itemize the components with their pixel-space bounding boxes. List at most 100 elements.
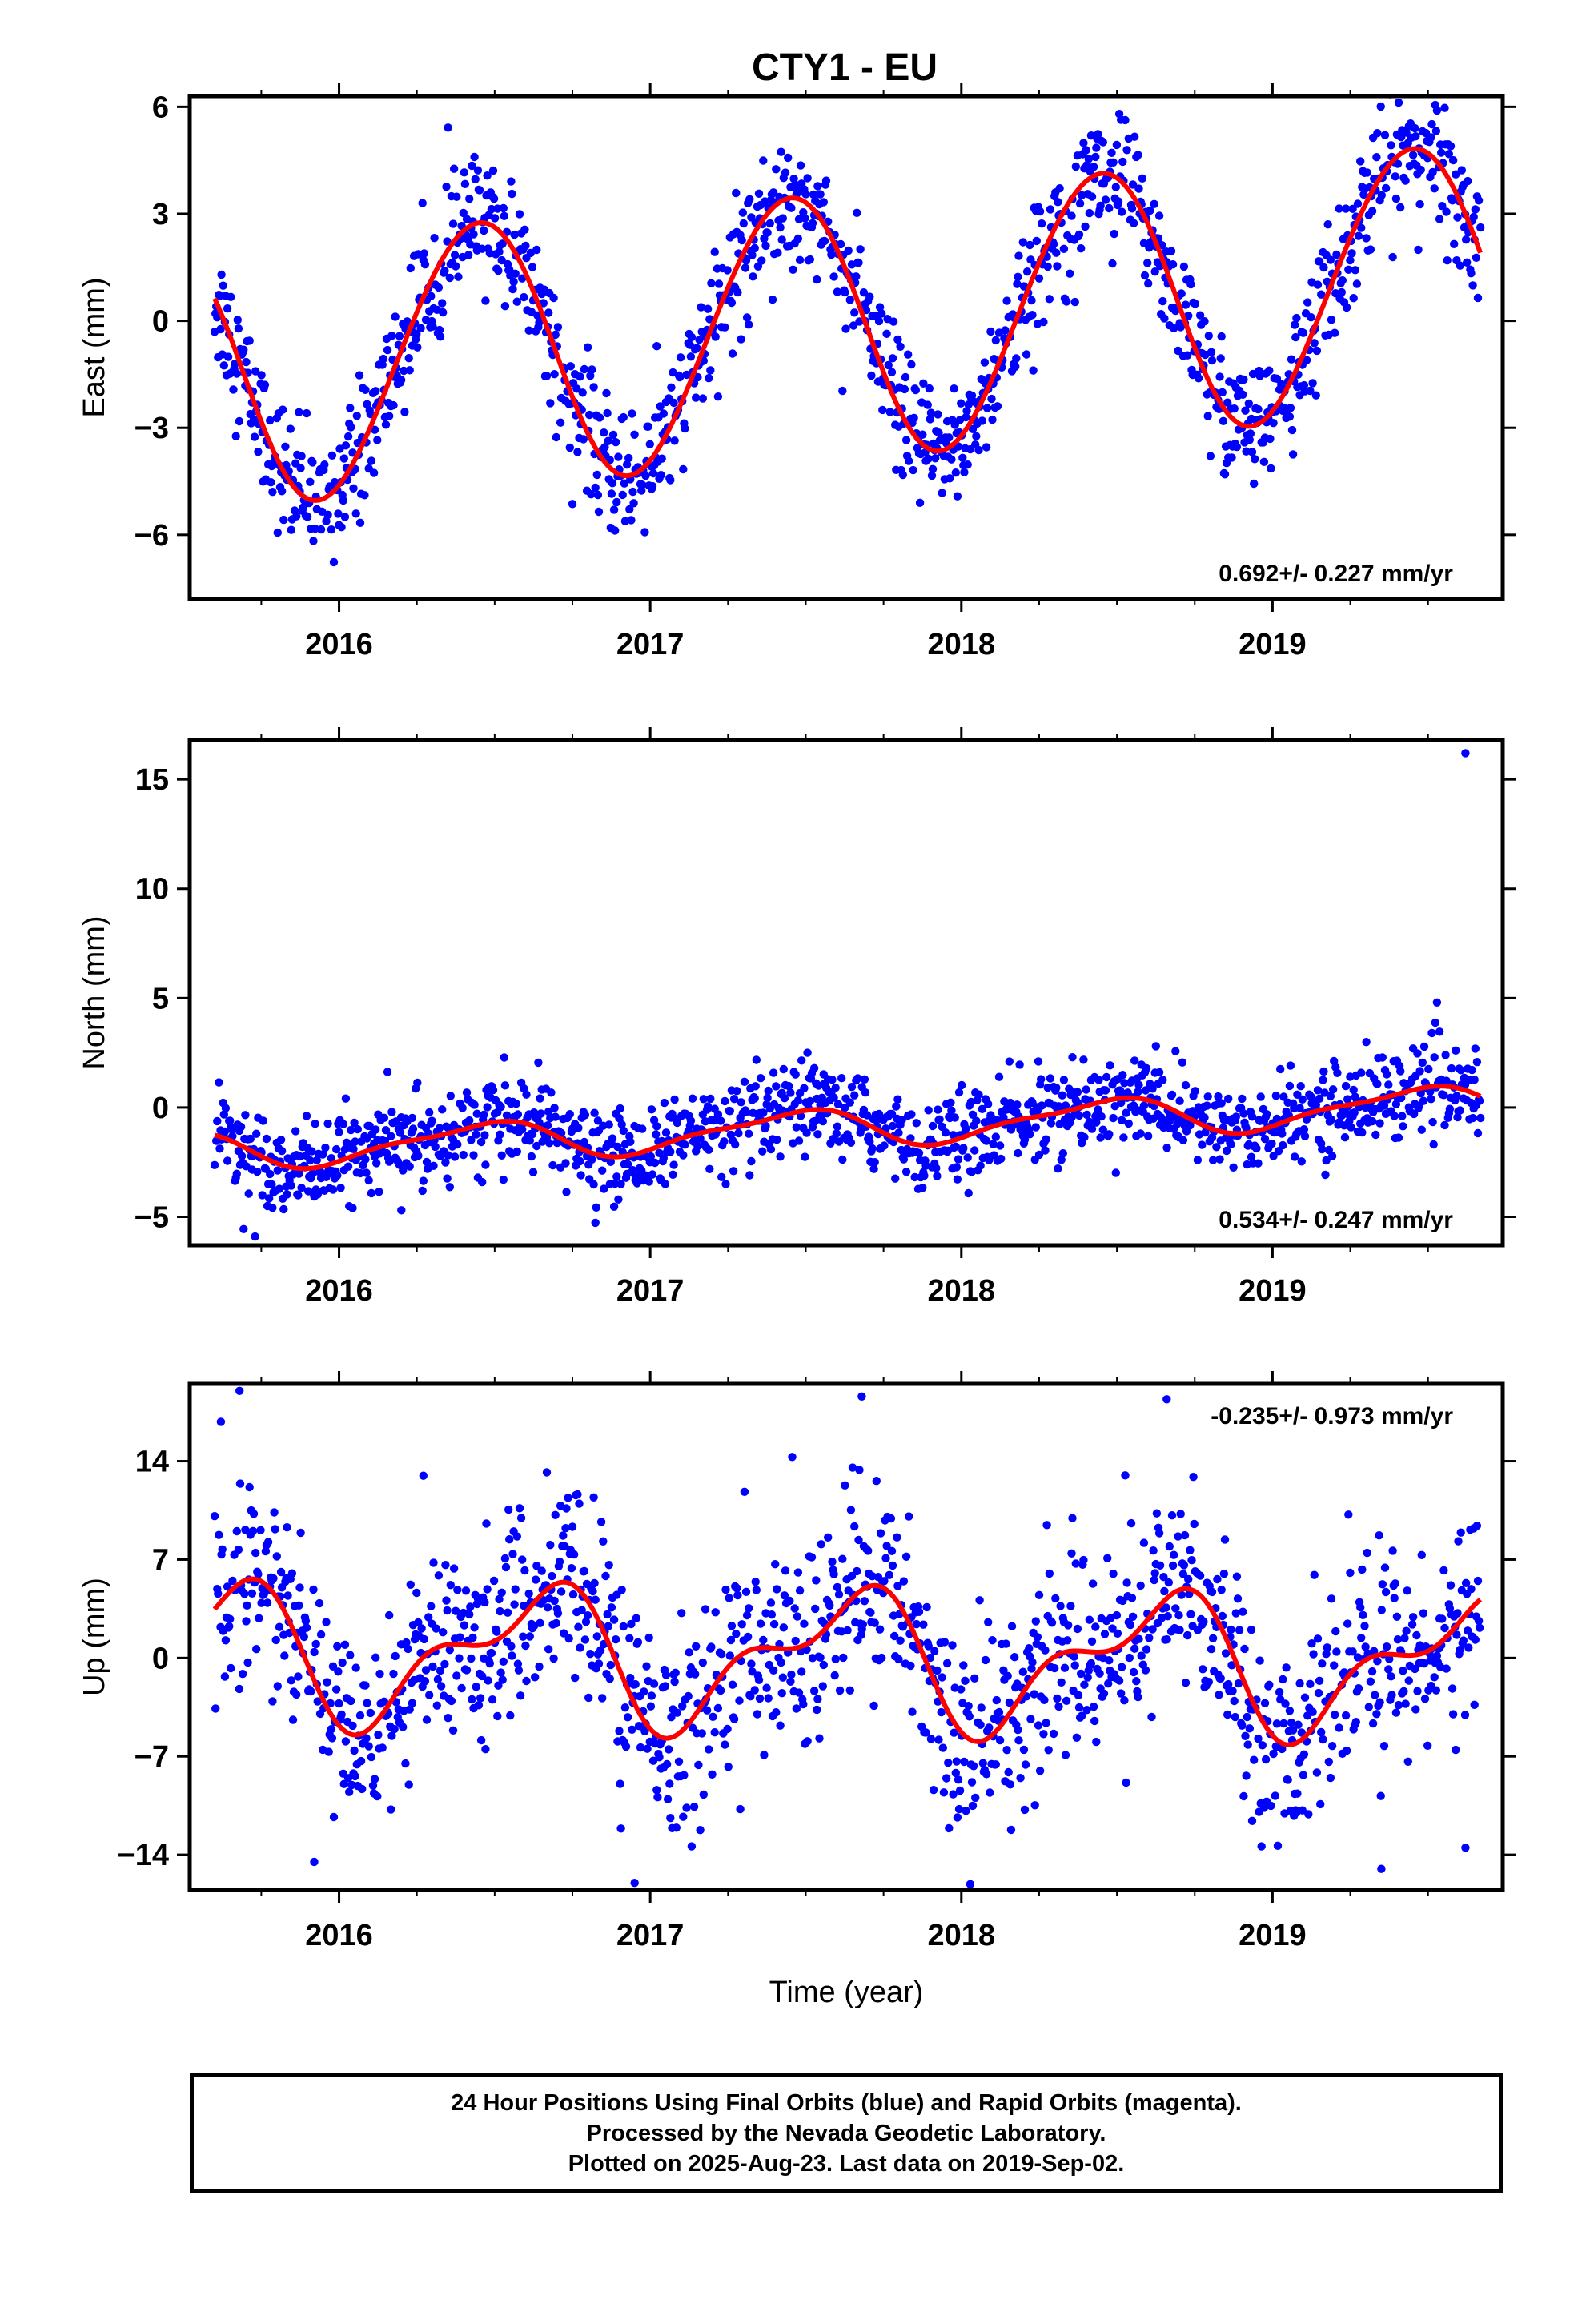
data-point	[872, 1477, 881, 1486]
data-point	[1399, 1667, 1407, 1675]
data-point	[753, 1710, 762, 1719]
data-point	[945, 433, 954, 442]
data-point	[1122, 1778, 1130, 1787]
data-point	[279, 1204, 288, 1214]
data-point	[1058, 1149, 1068, 1158]
data-point	[1307, 1092, 1315, 1101]
data-point	[472, 1683, 480, 1691]
data-point	[549, 293, 558, 303]
data-point	[1377, 1606, 1387, 1614]
data-point	[452, 262, 460, 271]
data-point	[1056, 1602, 1065, 1610]
data-point	[551, 1112, 560, 1121]
data-point	[740, 1077, 749, 1087]
data-point	[1033, 1633, 1042, 1642]
data-point	[438, 299, 447, 308]
data-point	[442, 183, 451, 191]
data-point	[757, 256, 766, 265]
data-point	[1379, 1101, 1389, 1110]
y-tick-label: 0	[152, 305, 169, 339]
data-point	[1095, 1669, 1104, 1678]
data-point	[439, 1628, 448, 1637]
data-point	[638, 1124, 647, 1133]
data-point	[1247, 1112, 1257, 1121]
data-point	[964, 1702, 973, 1711]
data-point	[245, 1482, 254, 1492]
data-point	[387, 1805, 396, 1814]
data-point	[614, 452, 623, 461]
data-point	[1142, 1645, 1151, 1654]
data-point	[516, 1514, 526, 1522]
data-point	[1042, 1135, 1050, 1144]
data-point	[1154, 1529, 1164, 1538]
data-point	[1269, 1152, 1278, 1160]
data-point	[518, 1125, 527, 1134]
data-point	[978, 416, 987, 425]
data-point	[1062, 1696, 1071, 1705]
data-point	[528, 263, 537, 271]
data-point	[934, 410, 942, 419]
data-point	[480, 1598, 489, 1607]
data-point	[1377, 191, 1387, 199]
data-point	[488, 1085, 498, 1095]
data-point	[813, 1705, 821, 1715]
data-point	[858, 1620, 868, 1629]
data-point	[522, 1090, 531, 1099]
data-point	[1204, 332, 1214, 340]
data-point	[569, 1550, 579, 1559]
data-point	[333, 1642, 342, 1651]
data-point	[552, 1618, 560, 1628]
data-point	[673, 1118, 681, 1128]
data-point	[1045, 1569, 1054, 1578]
data-point	[351, 1663, 360, 1672]
data-point	[978, 1104, 987, 1114]
data-point	[578, 388, 587, 397]
data-point	[482, 1519, 491, 1528]
data-point	[408, 1699, 417, 1707]
data-point	[960, 468, 969, 476]
data-point	[1113, 1629, 1122, 1638]
data-point	[306, 477, 315, 486]
data-point	[1274, 1147, 1283, 1156]
data-point	[970, 1146, 979, 1155]
data-point	[1044, 1746, 1053, 1755]
data-point	[1416, 165, 1425, 175]
data-point	[313, 1190, 322, 1199]
data-point	[737, 1098, 745, 1107]
data-point	[965, 1712, 974, 1721]
data-point	[480, 1110, 488, 1120]
data-point	[1170, 324, 1178, 332]
data-point	[548, 1160, 557, 1170]
data-point	[1204, 1678, 1214, 1687]
data-point	[352, 412, 361, 420]
data-point	[248, 1526, 258, 1536]
data-point	[768, 295, 777, 304]
data-point	[656, 471, 665, 480]
data-point	[1427, 1095, 1435, 1104]
data-point	[461, 1586, 471, 1595]
data-point	[1112, 140, 1122, 150]
data-point	[1217, 332, 1226, 341]
data-point	[405, 1705, 414, 1714]
data-point	[811, 1604, 820, 1614]
data-point	[374, 1731, 383, 1739]
data-point	[443, 1174, 452, 1183]
data-point	[934, 1735, 943, 1744]
data-point	[995, 1735, 1005, 1745]
data-point	[367, 1752, 376, 1762]
data-point	[594, 507, 604, 517]
data-point	[1163, 1612, 1172, 1621]
data-point	[452, 1671, 461, 1680]
data-point	[636, 1743, 645, 1752]
data-point	[1350, 1108, 1359, 1117]
data-point	[1032, 236, 1042, 246]
data-point	[1415, 1067, 1424, 1076]
y-tick-label: 15	[135, 763, 169, 797]
data-point	[1356, 157, 1365, 166]
data-point	[294, 1191, 303, 1200]
data-point	[942, 1774, 951, 1783]
data-point	[1286, 1061, 1295, 1070]
data-point	[615, 1114, 624, 1123]
data-point	[795, 255, 805, 264]
data-point	[986, 1111, 995, 1120]
